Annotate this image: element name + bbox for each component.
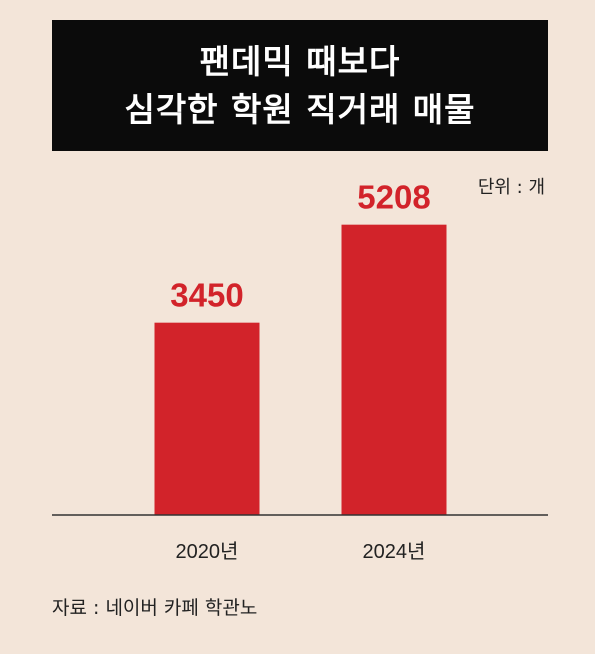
bar-0 [154,322,260,515]
unit-label: 단위 : 개 [477,177,545,198]
category-label-1: 2024년 [363,540,426,563]
bar-1 [341,224,447,515]
source-note: 자료 : 네이버 카페 학관노 [52,597,258,619]
value-label-1: 5208 [357,179,430,216]
chart-title-line-2: 심각한 학원 직거래 매물 [124,89,476,129]
chart-title-line-1: 팬데믹 때보다 [199,41,401,81]
value-label-0: 3450 [170,277,243,314]
chart-title-box: 팬데믹 때보다 심각한 학원 직거래 매물 [52,20,548,151]
category-label-0: 2020년 [176,540,239,563]
